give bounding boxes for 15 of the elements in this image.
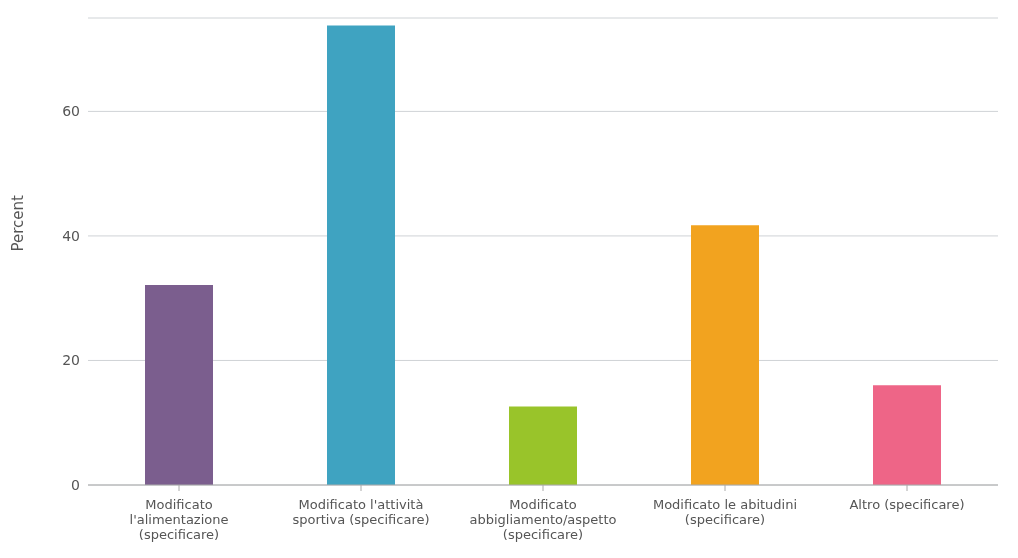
x-tick-label: Altro (specificare): [849, 497, 965, 512]
y-tick-label: 60: [62, 103, 80, 120]
x-tick-label: Modificato abbigliamento/aspetto (specificare): [469, 497, 617, 542]
y-tick-label: 0: [71, 476, 80, 493]
x-tick-label: Modificato le abitudini (specificare): [652, 497, 798, 527]
bar: [327, 25, 395, 485]
bar: [691, 225, 759, 485]
bar: [145, 285, 213, 485]
x-tick-label: Modificato l'attività sportiva (specificare): [292, 497, 430, 527]
y-axis-title: Percent: [9, 194, 28, 252]
bar: [509, 406, 577, 485]
y-tick-label: 20: [62, 352, 80, 369]
x-tick-label: Modificato l'alimentazione (specificare): [129, 497, 229, 542]
y-tick-label: 40: [62, 227, 80, 244]
bar: [873, 385, 941, 485]
